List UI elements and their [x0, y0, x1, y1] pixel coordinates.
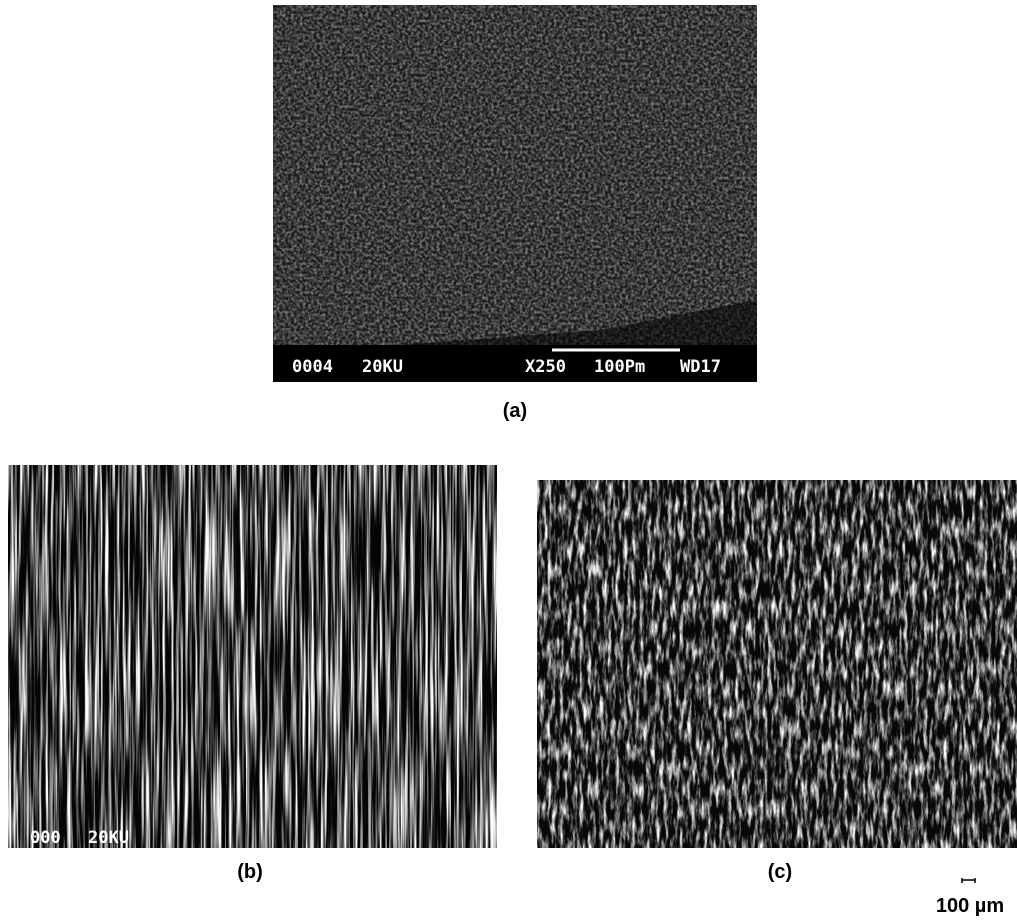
overlay-text: 000 [30, 828, 61, 848]
scale-bar: 100 µm [936, 878, 1004, 917]
panel-label: (b) [237, 861, 263, 883]
micrograph-texture [537, 480, 1017, 848]
panel-c: (c) [537, 480, 1017, 883]
overlay-text: WD17 [680, 357, 721, 377]
scale-bar-line [961, 878, 976, 883]
overlay-text: 20KU [88, 828, 129, 848]
overlay-text: 20KU [362, 357, 403, 377]
panel-b: 000 20KU (b) [8, 465, 497, 883]
overlay-text: X250 [525, 357, 566, 377]
micrograph-texture [8, 465, 497, 848]
overlay-text: 100Pm [594, 357, 645, 377]
panel-a: 0004 20KU X250 100Pm WD17 (a) [273, 5, 757, 422]
overlay-text: 0004 [292, 357, 333, 377]
panel-label: (a) [503, 400, 527, 422]
scale-bar-label: 100 µm [936, 895, 1004, 917]
panel-label: (c) [768, 861, 792, 883]
